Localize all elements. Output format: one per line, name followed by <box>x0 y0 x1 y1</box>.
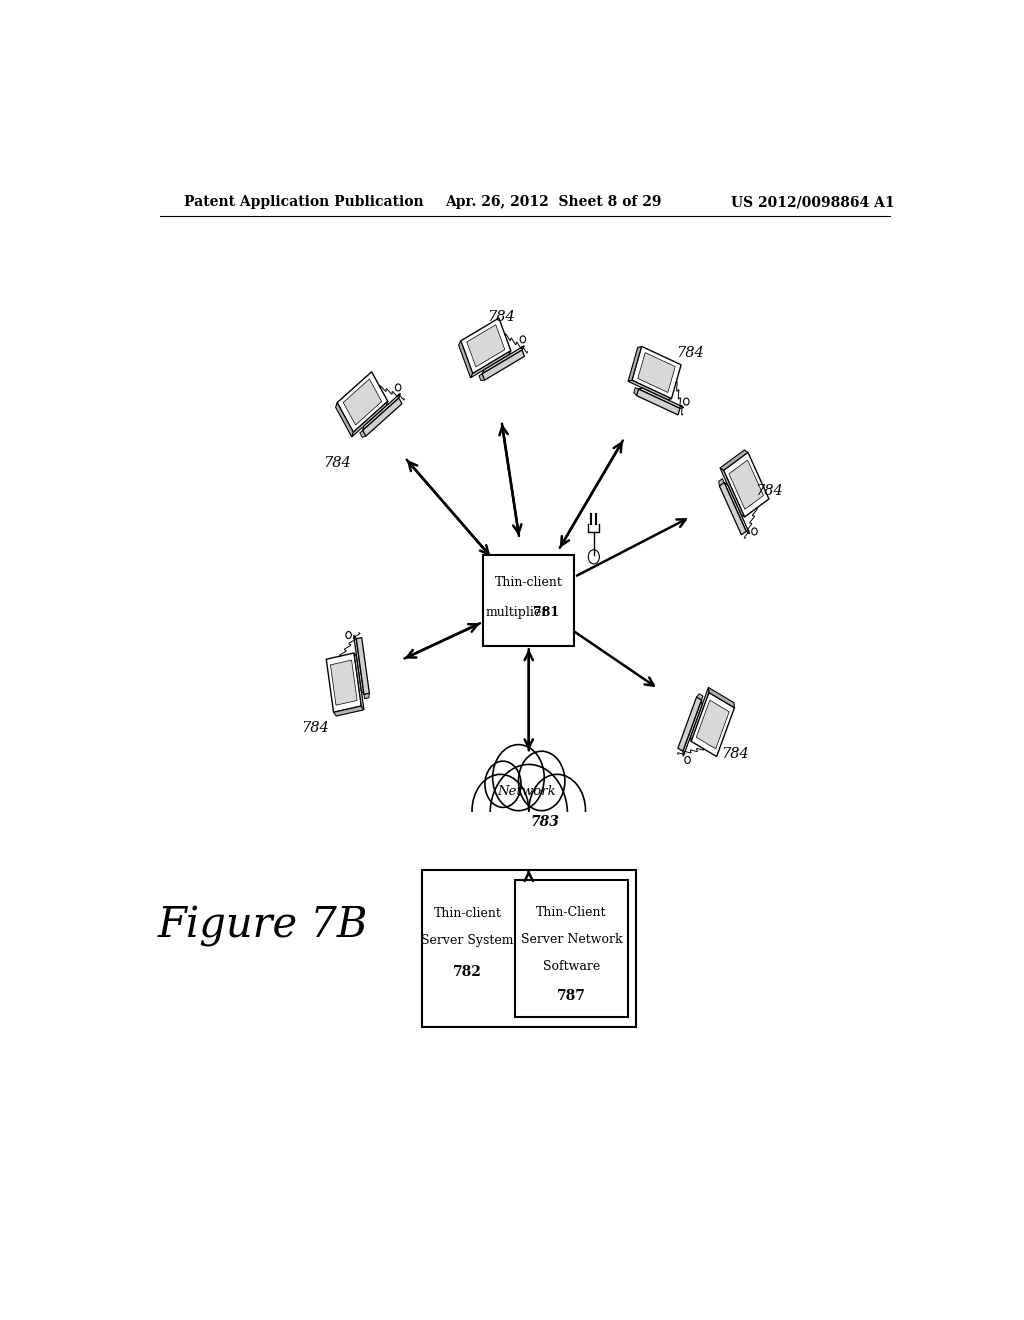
Text: Network: Network <box>497 785 556 799</box>
Circle shape <box>520 335 525 343</box>
Polygon shape <box>353 635 364 694</box>
Polygon shape <box>720 469 744 517</box>
Text: Server System: Server System <box>422 935 514 946</box>
Text: Thin-client: Thin-client <box>434 907 502 920</box>
Circle shape <box>685 756 690 763</box>
Circle shape <box>395 384 400 391</box>
FancyBboxPatch shape <box>515 880 628 1018</box>
Polygon shape <box>690 688 709 742</box>
Text: Figure 7B: Figure 7B <box>158 904 369 946</box>
Circle shape <box>684 399 689 405</box>
Text: 781: 781 <box>534 606 559 619</box>
Polygon shape <box>459 341 473 378</box>
Polygon shape <box>724 453 769 517</box>
Circle shape <box>489 763 568 865</box>
Circle shape <box>528 774 586 847</box>
Text: Server Network: Server Network <box>521 933 623 946</box>
Polygon shape <box>678 697 701 751</box>
Text: Software: Software <box>543 960 600 973</box>
Text: 784: 784 <box>487 310 515 325</box>
FancyBboxPatch shape <box>467 812 591 869</box>
Polygon shape <box>729 461 764 510</box>
Text: 782: 782 <box>454 965 482 979</box>
Polygon shape <box>467 325 505 367</box>
Polygon shape <box>362 399 402 436</box>
Text: Thin-client: Thin-client <box>495 576 563 589</box>
Circle shape <box>484 760 521 808</box>
Text: multiplier: multiplier <box>485 606 548 619</box>
Text: Patent Application Publication: Patent Application Publication <box>183 195 423 209</box>
Polygon shape <box>352 401 388 437</box>
Polygon shape <box>331 660 357 705</box>
FancyBboxPatch shape <box>422 870 636 1027</box>
Polygon shape <box>364 693 370 698</box>
Polygon shape <box>362 393 400 430</box>
Polygon shape <box>720 450 748 470</box>
Circle shape <box>471 774 529 847</box>
Text: 783: 783 <box>530 816 559 829</box>
Text: 787: 787 <box>557 989 586 1003</box>
Polygon shape <box>683 700 702 756</box>
Text: 784: 784 <box>756 483 783 498</box>
Text: 784: 784 <box>677 346 705 360</box>
Polygon shape <box>719 482 746 535</box>
Polygon shape <box>336 403 353 437</box>
Text: Apr. 26, 2012  Sheet 8 of 29: Apr. 26, 2012 Sheet 8 of 29 <box>445 195 662 209</box>
Polygon shape <box>638 352 675 392</box>
Polygon shape <box>482 350 524 380</box>
Text: 784: 784 <box>323 455 350 470</box>
Polygon shape <box>691 693 734 756</box>
Text: 784: 784 <box>721 747 749 760</box>
Circle shape <box>518 751 565 812</box>
Polygon shape <box>632 346 681 399</box>
Polygon shape <box>628 346 642 381</box>
Polygon shape <box>327 653 361 713</box>
Polygon shape <box>628 380 672 400</box>
Text: 784: 784 <box>301 721 329 734</box>
Polygon shape <box>724 482 750 533</box>
Polygon shape <box>696 700 729 748</box>
Circle shape <box>493 744 545 812</box>
Polygon shape <box>471 351 511 378</box>
Circle shape <box>752 528 757 535</box>
Polygon shape <box>359 430 366 437</box>
FancyBboxPatch shape <box>483 554 574 647</box>
Polygon shape <box>479 374 484 380</box>
Polygon shape <box>638 388 684 408</box>
Polygon shape <box>356 638 370 694</box>
Polygon shape <box>634 388 638 396</box>
Polygon shape <box>719 479 724 486</box>
Polygon shape <box>461 318 511 374</box>
Polygon shape <box>637 389 680 414</box>
Polygon shape <box>337 372 388 432</box>
Polygon shape <box>343 379 382 425</box>
Polygon shape <box>709 688 734 708</box>
Polygon shape <box>696 694 702 700</box>
Text: US 2012/0098864 A1: US 2012/0098864 A1 <box>731 195 895 209</box>
Text: Thin-Client: Thin-Client <box>537 907 607 919</box>
Circle shape <box>346 631 351 639</box>
Polygon shape <box>334 706 364 715</box>
Polygon shape <box>354 653 364 710</box>
Polygon shape <box>482 346 524 374</box>
